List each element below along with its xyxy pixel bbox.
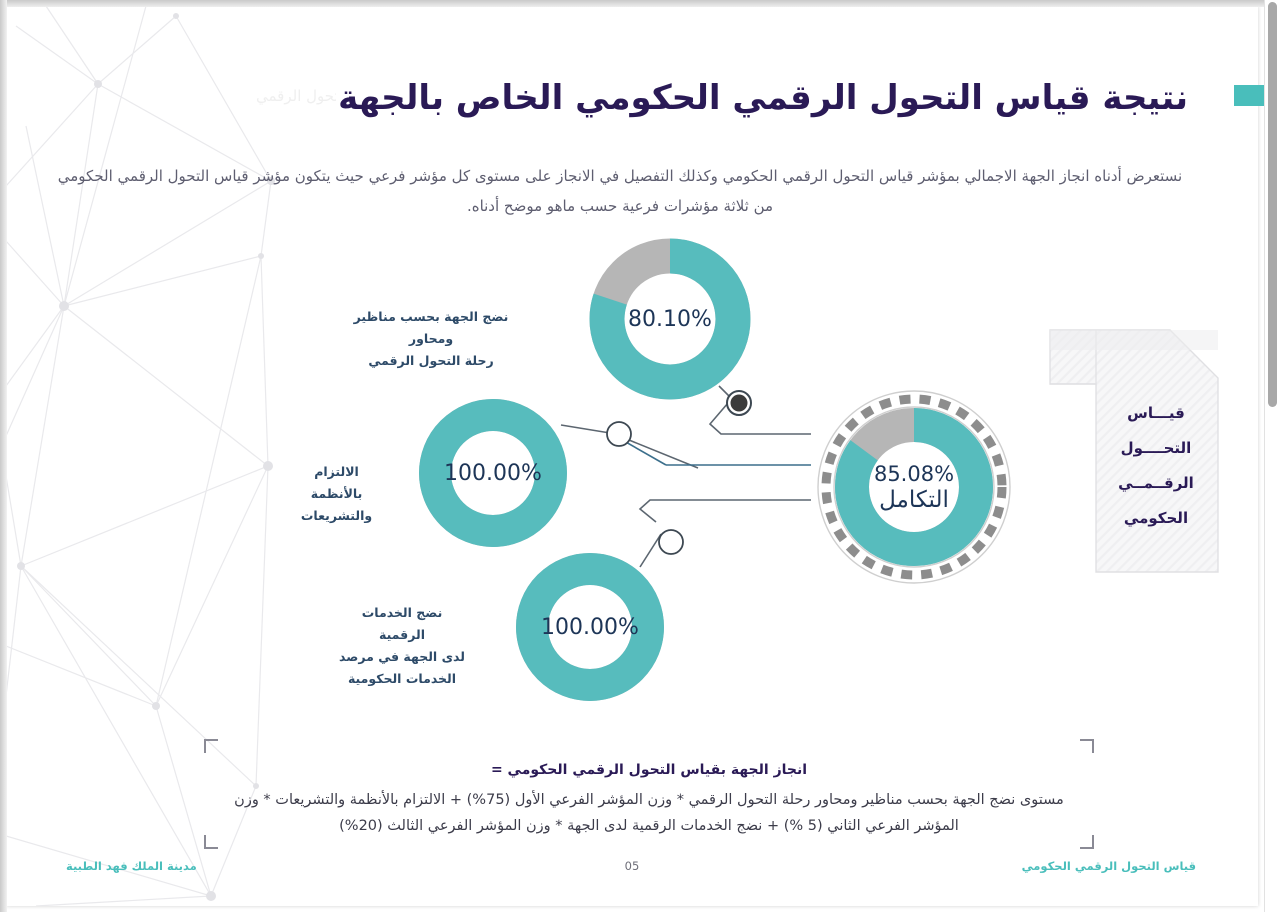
document-card-line2: التحــــول (1120, 439, 1192, 457)
footer-entity-name: مدينة الملك فهد الطبية (66, 859, 197, 873)
label-digital-journey: نضج الجهة بحسب مناظير ومحاور رحلة التحول… (336, 306, 526, 372)
connector-diagram (560, 385, 811, 568)
page-title: نتيجة قياس التحول الرقمي الحكومي الخاص ب… (338, 78, 1188, 118)
svg-text:س التحول الرقمي: س التحول الرقمي (256, 87, 336, 106)
donut-chart-eservices: 100.00% (516, 553, 664, 701)
document-card: قيـــاس التحــــول الرقــمــي الحكومي (1046, 324, 1226, 576)
vertical-scrollbar[interactable] (1264, 0, 1280, 912)
connector-node-top (730, 394, 748, 412)
footer-program-name: قياس التحول الرقمي الحكومي (1021, 859, 1196, 873)
window-edge-top (0, 0, 1280, 7)
label-eservices-line2: لدى الجهة في مرصد (339, 649, 465, 664)
formula-heading: انجاز الجهة بقياس التحول الرقمي الحكومي … (490, 762, 808, 778)
donut-chart-digital-journey: 80.10% (589, 238, 751, 400)
donut-chart-compliance: 100.00% (419, 399, 567, 547)
page-intro-paragraph: نستعرض أدناه انجاز الجهة الاجمالي بمؤشر … (57, 167, 1183, 215)
scrollbar-thumb[interactable] (1268, 2, 1277, 407)
label-eservices-line1: نضج الخدمات الرقمية (361, 605, 443, 642)
label-compliance-line2: بالأنظمة والتشريعات (300, 486, 373, 523)
connector-node-mid (606, 421, 632, 447)
formula-body: مستوى نضج الجهة بحسب مناظير ومحاور رحلة … (204, 787, 1094, 839)
corner-bracket-top-right (1080, 739, 1094, 753)
document-card-line3: الرقــمــي (1118, 474, 1194, 492)
background-network-decoration: س التحول الرقمي (6, 6, 336, 906)
page-surface: س التحول الرقمي نتيجة قياس التحول الرقمي… (6, 6, 1258, 906)
outer-thin-ring (817, 390, 1011, 584)
formula-line2: المؤشر الفرعي الثاني (5 %) + نضج الخدمات… (339, 818, 959, 834)
label-eservices: نضج الخدمات الرقمية لدى الجهة في مرصد ال… (338, 602, 466, 690)
corner-bracket-bottom-left (204, 835, 218, 849)
formula-line1: مستوى نضج الجهة بحسب مناظير ومحاور رحلة … (234, 792, 1064, 808)
accent-marker (1234, 85, 1264, 106)
corner-bracket-bottom-right (1080, 835, 1094, 849)
label-eservices-line3: الخدمات الحكومية (347, 671, 457, 686)
window-edge-left (0, 0, 7, 912)
document-card-line1: قيـــاس (1127, 404, 1185, 422)
connector-node-bottom (658, 529, 684, 555)
dashed-ring (821, 394, 1007, 580)
label-digital-journey-line2: رحلة التحول الرقمي (368, 353, 494, 368)
document-card-line4: الحكومي (1123, 509, 1189, 527)
label-digital-journey-line1: نضج الجهة بحسب مناظير ومحاور (353, 309, 509, 346)
formula-box: انجاز الجهة بقياس التحول الرقمي الحكومي … (204, 739, 1094, 849)
document-card-text: قيـــاس التحــــول الرقــمــي الحكومي (1100, 396, 1212, 536)
label-compliance: الالتزام بالأنظمة والتشريعات (274, 461, 399, 527)
corner-bracket-top-left (204, 739, 218, 753)
label-compliance-line1: الالتزام (314, 464, 359, 479)
footer-page-number: 05 (624, 859, 640, 873)
donut-chart-overall: 85.08% التكامل (814, 387, 1014, 587)
